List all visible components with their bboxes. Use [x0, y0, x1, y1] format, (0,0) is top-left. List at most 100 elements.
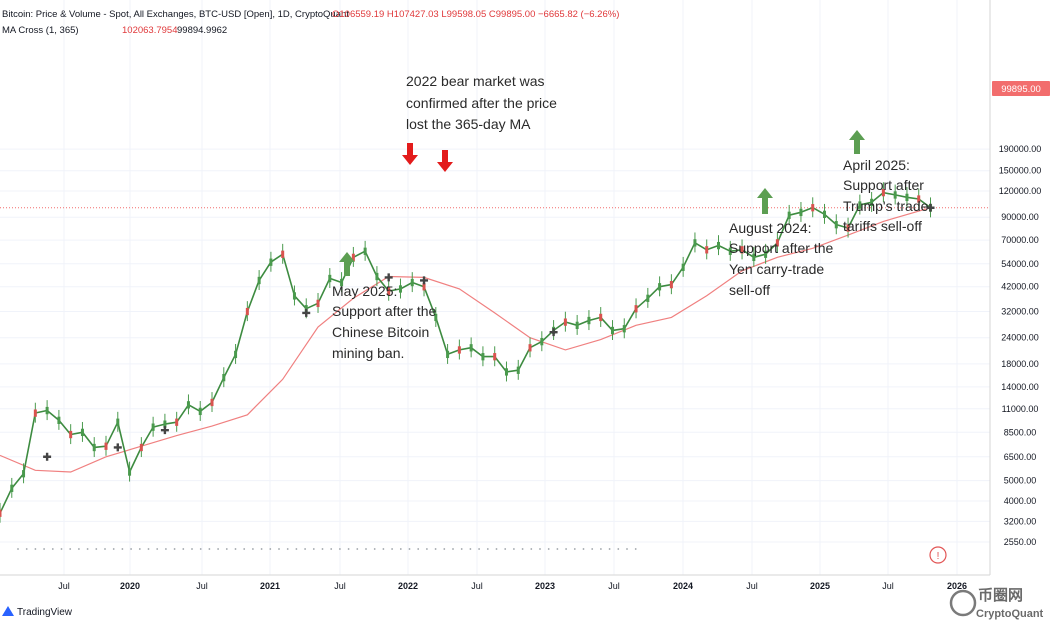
y-tick-label: 3200.00	[1004, 516, 1037, 526]
y-tick-label: 2550.00	[1004, 537, 1037, 547]
red-arrow-icon	[437, 150, 453, 172]
annotation-line: sell-off	[729, 282, 770, 298]
event-dot	[260, 548, 263, 550]
red-arrow-icon	[402, 143, 418, 165]
x-tick-label: 2025	[810, 581, 830, 591]
price-candle	[917, 195, 921, 203]
price-candle	[870, 198, 874, 207]
indicator-value-2: 99894.9962	[177, 25, 227, 36]
price-candle	[446, 350, 450, 359]
event-dot	[426, 548, 428, 550]
x-tick-label: Jul	[608, 581, 620, 591]
annotation-line: mining ban.	[332, 345, 404, 361]
event-dot	[469, 548, 472, 550]
price-axis[interactable]: 190000.00 150000.00 120000.00 90000.00 70000…	[999, 144, 1042, 547]
event-dot	[617, 548, 620, 550]
ma-cross-marker	[302, 308, 311, 317]
ma-cross-marker	[549, 328, 558, 337]
price-candle	[481, 353, 485, 361]
x-tick-label: 2026	[947, 581, 967, 591]
price-candle	[22, 470, 26, 478]
x-tick-label: Jul	[58, 581, 70, 591]
event-dot	[17, 548, 19, 550]
price-candle	[33, 409, 37, 417]
event-dot	[530, 548, 533, 550]
time-axis[interactable]: Jul 2020 Jul 2021 Jul 2022 Jul 2023 Jul 2024 Jul 20…	[58, 581, 967, 591]
y-tick-label: 11000.00	[1002, 404, 1039, 414]
price-candle	[0, 509, 2, 517]
event-dot	[208, 548, 211, 550]
annotation-bear-market: 2022 bear market was confirmed after the…	[406, 73, 557, 132]
event-dot	[191, 548, 193, 550]
indicator-value-1: 102063.7954	[122, 25, 177, 36]
y-tick-label: 8500.00	[1004, 427, 1037, 437]
price-candle	[422, 283, 426, 291]
event-dot	[330, 548, 333, 550]
price-candle	[587, 316, 591, 325]
ohlc-readout: O106559.19 H107427.03 L99598.05 C99895.0…	[332, 9, 619, 20]
price-candle	[516, 366, 520, 374]
x-tick-label: Jul	[196, 581, 208, 591]
price-candle	[858, 201, 862, 209]
series-layer	[0, 182, 935, 523]
x-tick-label: Jul	[471, 581, 483, 591]
event-dot	[130, 548, 133, 550]
price-candle	[728, 247, 732, 255]
ma-cross-marker	[43, 452, 52, 461]
green-arrow-icon	[757, 188, 773, 214]
tradingview-logo[interactable]: TradingView	[2, 606, 73, 618]
price-candle	[116, 418, 120, 426]
price-line	[0, 191, 931, 514]
price-candle	[340, 278, 344, 287]
price-candle	[622, 325, 626, 333]
ma-cross-marker	[420, 276, 429, 285]
price-candle	[504, 368, 508, 376]
annotation-line: August 2024:	[729, 220, 812, 236]
price-candle	[245, 307, 249, 316]
event-dot	[513, 548, 515, 550]
price-candle	[92, 443, 96, 452]
price-candle	[669, 280, 673, 289]
indicator-name[interactable]: MA Cross (1, 365)	[2, 25, 79, 36]
event-dot	[95, 548, 98, 550]
ma-cross-marker	[113, 443, 122, 452]
event-dot	[182, 548, 185, 550]
event-dot	[78, 548, 80, 550]
annotation-line: April 2025:	[843, 157, 910, 173]
ma-cross-marker	[160, 426, 169, 435]
price-candle	[493, 353, 497, 361]
price-candle	[893, 191, 897, 199]
price-candle	[764, 250, 768, 258]
event-dot	[417, 548, 420, 550]
last-price-value: 99895.00	[1001, 84, 1041, 95]
annotation-line: confirmed after the price	[406, 95, 557, 111]
price-candle	[163, 420, 167, 428]
tradingview-label: TradingView	[17, 607, 73, 618]
event-dot	[556, 548, 559, 550]
event-dot	[608, 548, 611, 550]
y-tick-label: 5000.00	[1004, 476, 1037, 486]
event-dot	[165, 548, 167, 550]
price-candle	[45, 406, 49, 415]
price-candle	[375, 272, 379, 281]
price-candle	[328, 274, 332, 283]
price-candle	[269, 258, 273, 266]
event-dot	[25, 548, 28, 550]
annotation-line: Yen carry-trade	[729, 261, 824, 277]
price-candle	[139, 443, 143, 452]
event-dot	[399, 548, 402, 550]
event-dot	[86, 548, 89, 550]
annotation-line: Chinese Bitcoin	[332, 324, 429, 340]
event-dot	[295, 548, 298, 550]
y-tick-label: 18000.00	[1001, 359, 1039, 369]
event-dot	[34, 548, 37, 550]
event-dot	[269, 548, 272, 550]
x-tick-label: 2022	[398, 581, 418, 591]
annotation-august: August 2024: Support after the Yen carry…	[729, 220, 834, 298]
event-marker[interactable]: !	[929, 546, 947, 564]
price-candle	[716, 241, 720, 250]
price-candle	[469, 344, 473, 352]
watermark-logo-icon	[949, 589, 977, 617]
event-dot	[547, 548, 550, 550]
